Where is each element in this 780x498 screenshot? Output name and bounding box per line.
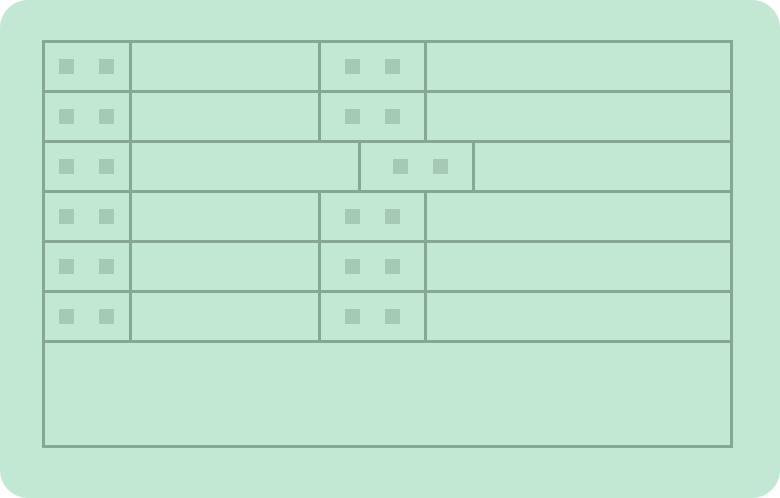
placeholder-glyph: [59, 159, 74, 174]
row-5-value-2[interactable]: [427, 243, 730, 290]
placeholder-glyph: [393, 159, 408, 174]
row-4-label-1-cell: [45, 193, 132, 240]
form-row-5: [45, 243, 730, 293]
placeholder-glyph: [59, 259, 74, 274]
placeholder-glyph: [59, 59, 74, 74]
placeholder-glyph: [385, 59, 400, 74]
row-5-label-2-cell: [321, 243, 427, 290]
form-row-4: [45, 193, 730, 243]
row-3-value-1[interactable]: [132, 143, 361, 190]
row-6-value-1[interactable]: [132, 293, 321, 340]
row-3-label-1-cell: [45, 143, 132, 190]
form-row-2: [45, 93, 730, 143]
placeholder-glyph: [345, 59, 360, 74]
row-2-label-2-cell: [321, 93, 427, 140]
placeholder-glyph: [385, 209, 400, 224]
row-6-value-2[interactable]: [427, 293, 730, 340]
row-4-value-1[interactable]: [132, 193, 321, 240]
row-1-label-1-cell: [45, 43, 132, 90]
remarks-area[interactable]: [45, 343, 730, 445]
row-3-label-2-cell: [361, 143, 475, 190]
placeholder-glyph: [385, 259, 400, 274]
form-grid: [42, 40, 733, 448]
row-2-value-1[interactable]: [132, 93, 321, 140]
placeholder-glyph: [99, 159, 114, 174]
placeholder-glyph: [99, 109, 114, 124]
placeholder-glyph: [345, 309, 360, 324]
row-3-value-2[interactable]: [475, 143, 730, 190]
row-2-value-2[interactable]: [427, 93, 730, 140]
row-1-value-2[interactable]: [427, 43, 730, 90]
row-4-value-2[interactable]: [427, 193, 730, 240]
row-1-value-1[interactable]: [132, 43, 321, 90]
row-5-value-1[interactable]: [132, 243, 321, 290]
form-row-1: [45, 43, 730, 93]
placeholder-glyph: [59, 309, 74, 324]
placeholder-glyph: [345, 209, 360, 224]
row-6-label-1-cell: [45, 293, 132, 340]
placeholder-glyph: [59, 209, 74, 224]
placeholder-glyph: [345, 259, 360, 274]
placeholder-glyph: [59, 109, 74, 124]
placeholder-glyph: [99, 309, 114, 324]
row-6-label-2-cell: [321, 293, 427, 340]
row-5-label-1-cell: [45, 243, 132, 290]
placeholder-glyph: [99, 59, 114, 74]
row-2-label-1-cell: [45, 93, 132, 140]
form-row-3: [45, 143, 730, 193]
form-row-6: [45, 293, 730, 343]
placeholder-glyph: [345, 109, 360, 124]
placeholder-glyph: [385, 109, 400, 124]
placeholder-glyph: [385, 309, 400, 324]
placeholder-glyph: [99, 259, 114, 274]
placeholder-glyph: [433, 159, 448, 174]
placeholder-glyph: [99, 209, 114, 224]
row-1-label-2-cell: [321, 43, 427, 90]
row-4-label-2-cell: [321, 193, 427, 240]
